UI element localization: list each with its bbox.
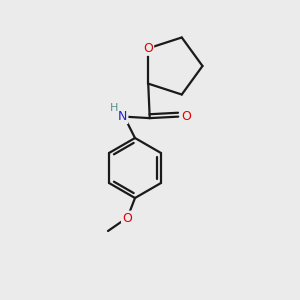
Text: O: O: [182, 110, 192, 122]
Text: H: H: [110, 103, 118, 113]
Text: O: O: [122, 212, 132, 225]
Text: N: N: [118, 110, 128, 123]
Text: O: O: [143, 42, 153, 55]
